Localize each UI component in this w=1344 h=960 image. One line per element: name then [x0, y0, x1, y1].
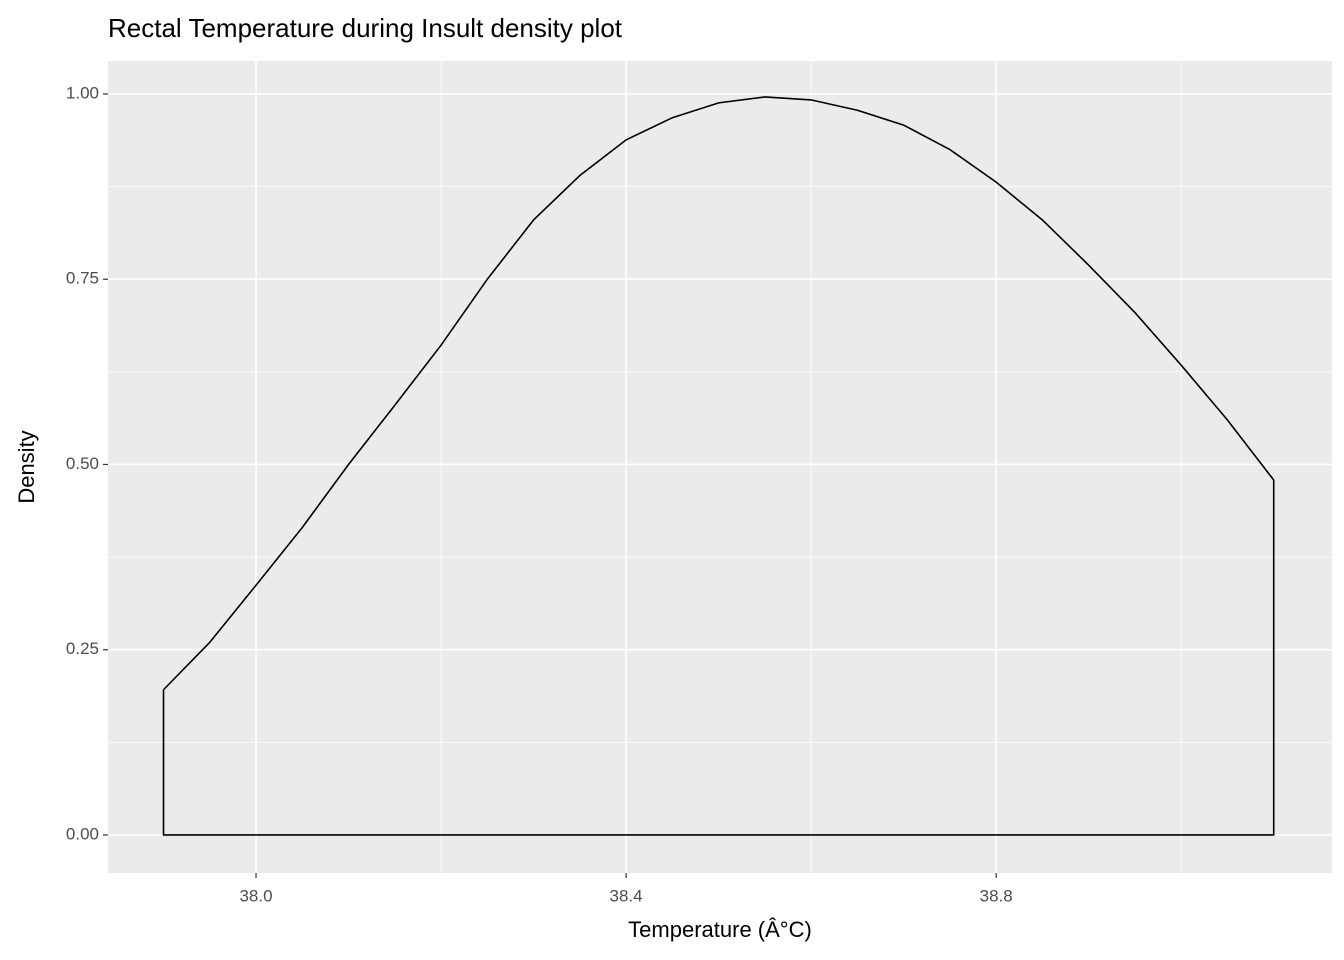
density-curve	[162, 96, 1275, 691]
x-axis-title: Temperature (Â°C)	[628, 917, 812, 942]
x-tick-label: 38.0	[239, 886, 272, 905]
y-tick-label: 0.25	[66, 639, 99, 658]
y-tick-label: 0.75	[66, 269, 99, 288]
y-tick-label: 0.50	[66, 454, 99, 473]
chart-title: Rectal Temperature during Insult density…	[108, 13, 623, 43]
plot-panel	[108, 61, 1332, 873]
y-tick-label: 1.00	[66, 83, 99, 102]
y-axis-title: Density	[14, 430, 39, 503]
x-tick-label: 38.8	[980, 886, 1013, 905]
y-tick-label: 0.00	[66, 824, 99, 843]
x-tick-label: 38.4	[610, 886, 643, 905]
density-outline	[162, 480, 1275, 836]
